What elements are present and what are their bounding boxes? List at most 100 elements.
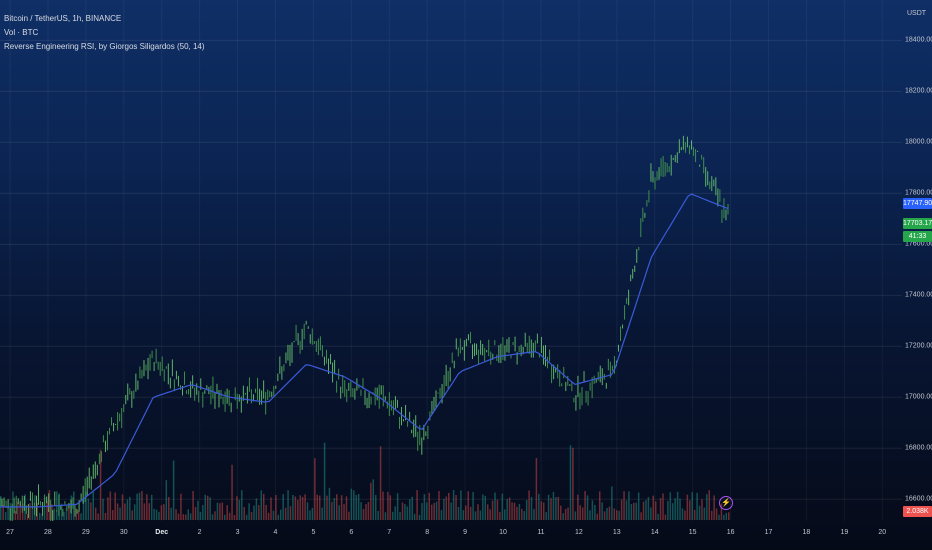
volume-bar [387,491,389,520]
volume-bar [438,490,440,520]
volume-bar [652,495,655,520]
volume-bar [645,500,647,520]
time-tick-label: 19 [840,529,849,536]
volume-bar [577,494,579,520]
volume-bar [472,492,474,520]
volume-bar [297,499,299,520]
volume-bar [715,508,718,520]
volume-bar [131,510,133,520]
volume-bar [133,504,136,520]
volume-bar [430,504,433,520]
volume-bar [199,511,202,520]
volume-bar [450,502,452,520]
volume-bar [260,490,263,520]
volume-bar [530,496,533,520]
volume-bar [552,491,555,520]
volume-bar [158,511,160,520]
volume-bar [348,511,350,520]
volume-bar [689,500,691,520]
time-tick-label: 7 [387,529,392,536]
lightning-icon[interactable]: ⚡ [719,496,733,510]
volume-bar [445,496,448,520]
price-tick-label: 17000.00 [905,393,932,401]
legend-indicator[interactable]: Reverse Engineering RSI, by Giorgos Sili… [4,42,205,51]
time-axis[interactable]: 27 28 29 30 Dec 2 3 4 5 6 7 8 9 10 11 12 13 14 15 16 17 18 19 2… [0,521,902,550]
volume-bar [172,460,175,520]
volume-bar [650,507,652,520]
volume-bar [51,504,53,520]
volume-bar [316,494,319,520]
chart-area[interactable] [0,0,902,521]
volume-bar [465,505,467,520]
volume-bar [60,503,63,520]
time-tick-label: 27 [6,529,14,536]
volume-bar [640,512,642,520]
legend-volume[interactable]: Vol · BTC [4,28,39,37]
volume-bar [623,491,625,520]
volume-bar [289,506,292,520]
volume-bar [19,502,21,520]
time-tick-label: 4 [273,529,278,536]
volume-bar [326,495,328,520]
volume-bar [136,493,138,520]
volume-bar [216,502,219,520]
volume-bar [73,491,75,520]
volume-bar [360,502,362,520]
volume-bar [379,446,382,520]
volume-bar [301,496,304,520]
price-tick-label: 18000.00 [905,138,932,146]
volume-bar [511,502,513,520]
volume-bar [654,501,657,520]
volume-bar [423,494,426,520]
volume-bar [501,493,504,520]
volume-bars [0,442,730,520]
volume-bar [674,498,676,520]
rsi-line [0,193,729,508]
volume-bar [628,491,630,520]
volume-bar [698,505,701,520]
volume-bar [616,510,618,520]
volume-bar [163,504,165,520]
price-scale[interactable] [902,0,932,520]
volume-bar [389,495,392,520]
volume-bar [155,509,158,520]
time-tick-label: 20 [878,529,887,536]
volume-bar [14,511,17,520]
volume-bar [686,494,689,520]
volume-bar [401,502,404,520]
volume-bar [664,514,667,520]
time-tick-label: 29 [81,529,90,536]
volume-bar [250,512,253,520]
volume-bar [248,503,250,520]
volume-bar [486,504,489,520]
volume-bar [513,502,516,520]
volume-bar [406,506,409,520]
volume-bar [448,492,450,520]
volume-bar [547,494,550,520]
volume-bar [277,514,280,520]
volume-bar [318,495,321,520]
volume-bar [469,506,472,520]
grid [0,0,902,521]
volume-bar [138,492,141,520]
volume-bar [345,496,348,520]
volume-bar [710,510,713,520]
volume-bar [119,507,121,520]
volume-bar [292,495,294,520]
volume-bar [355,494,357,520]
volume-bar [562,513,564,520]
volume-bar [31,500,34,520]
price-tag: 17703.17 [903,218,932,229]
volume-bar [533,509,535,520]
volume-bar [377,510,379,520]
volume-bar [262,493,265,520]
volume-bar [669,492,672,520]
volume-bar [421,503,423,520]
volume-bar [343,504,345,520]
legend-symbol[interactable]: Bitcoin / TetherUS, 1h, BINANCE [4,14,122,23]
volume-bar [728,512,730,520]
volume-bar [681,508,684,520]
volume-bar [26,514,29,520]
volume-bar [718,514,720,520]
volume-bar [168,496,170,520]
